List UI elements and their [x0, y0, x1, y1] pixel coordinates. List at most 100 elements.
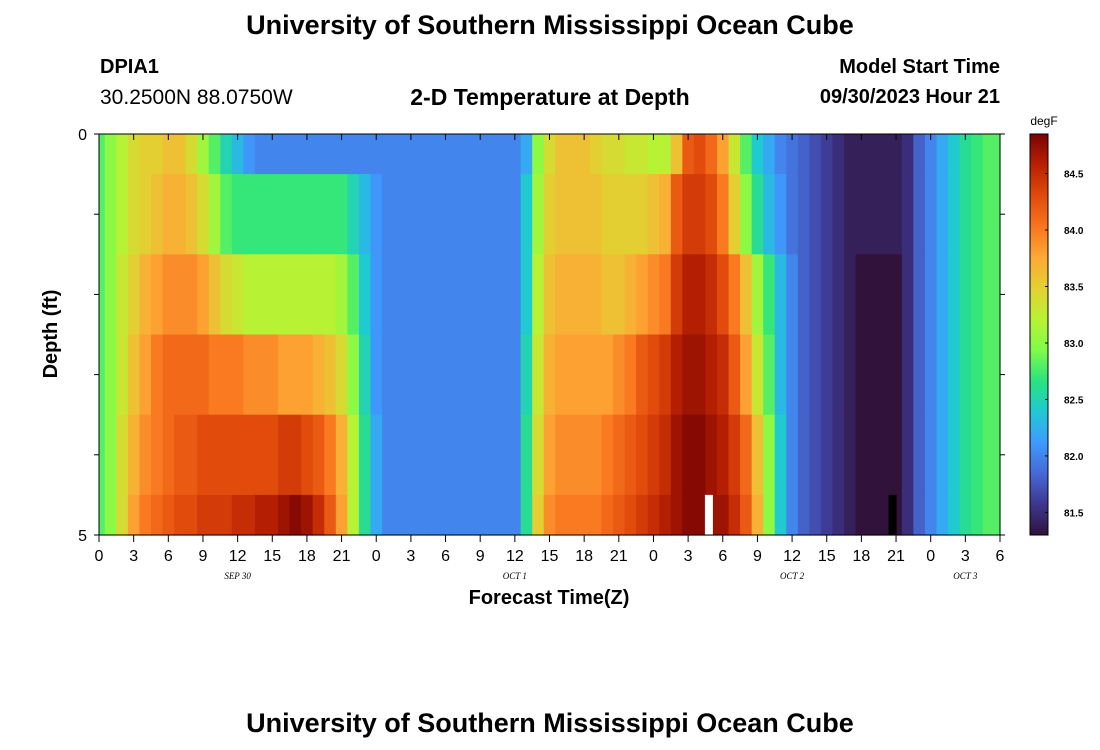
- heatmap-cell: [532, 494, 545, 536]
- heatmap-cell: [786, 134, 799, 175]
- heatmap-cell: [532, 134, 545, 175]
- heatmap-cell: [358, 334, 372, 416]
- heatmap-cell: [867, 174, 880, 255]
- temperature-heatmap-chart: 0 3 6 9 12 15 18 21 0 3 6 9 12 15 18 21 0 3 6 9 12 15 18 21 0 3 6 …: [40, 114, 1084, 609]
- heatmap-cell: [659, 254, 672, 336]
- heatmap-cell: [670, 254, 683, 336]
- heatmap-cell: [740, 494, 753, 536]
- heatmap-cell: [948, 334, 961, 416]
- heatmap-cell: [278, 334, 291, 416]
- heatmap-cell: [797, 494, 810, 536]
- heatmap-cell: [636, 334, 649, 416]
- heatmap-cell: [566, 174, 579, 255]
- heatmap-cell: [820, 254, 834, 336]
- heatmap-cell: [301, 174, 314, 255]
- heatmap-cell: [693, 494, 707, 536]
- heatmap-cell: [99, 134, 106, 175]
- heatmap-cell: [474, 174, 487, 255]
- model-start-label: Model Start Time: [839, 56, 1000, 78]
- heatmap-cell: [994, 334, 1001, 416]
- heatmap-cell: [994, 254, 1001, 336]
- heatmap-cell: [844, 414, 857, 496]
- heatmap-cell: [439, 174, 452, 255]
- heatmap-cell: [716, 134, 730, 175]
- heatmap-cell: [832, 494, 845, 536]
- heatmap-cell: [347, 134, 360, 175]
- heatmap-cell: [474, 134, 487, 175]
- heatmap-cell: [266, 134, 279, 175]
- heatmap-cell: [104, 334, 117, 416]
- heatmap-cell: [382, 414, 395, 496]
- heatmap-cell: [254, 334, 268, 416]
- heatmap-cell: [451, 134, 464, 175]
- heatmap-cell: [855, 134, 868, 175]
- heatmap-cell: [393, 494, 406, 536]
- heatmap-cell: [774, 254, 787, 336]
- page-title: University of Southern Mississippi Ocean…: [246, 10, 854, 40]
- heatmap-cell: [613, 334, 626, 416]
- heatmap-cell: [99, 254, 106, 336]
- heatmap-cell: [370, 494, 383, 536]
- heatmap-cell: [312, 254, 325, 336]
- heatmap-cell: [231, 334, 244, 416]
- heatmap-cell: [208, 174, 221, 255]
- heatmap-cell: [335, 494, 348, 536]
- heatmap-cell: [601, 494, 614, 536]
- x-tick-label: 21: [333, 548, 351, 565]
- heatmap-cell: [439, 134, 452, 175]
- heatmap-cell: [150, 174, 164, 255]
- x-axis-ticks: 0 3 6 9 12 15 18 21 0 3 6 9 12 15 18 21 0 3 6 9 12 15 18 21 0 3 6: [95, 134, 1005, 565]
- x-tick-label: 15: [818, 548, 836, 565]
- heatmap-cell: [797, 174, 810, 255]
- heatmap-cell: [416, 334, 429, 416]
- heatmap-cell: [543, 254, 556, 336]
- x-tick-label: 0: [95, 548, 104, 565]
- heatmap-cell: [289, 334, 302, 416]
- heatmap-cell: [428, 174, 441, 255]
- heatmap-cell: [104, 494, 117, 536]
- heatmap-cell: [474, 494, 487, 536]
- heatmap-cell: [428, 414, 441, 496]
- heatmap-cell: [878, 174, 891, 255]
- heatmap-cell: [405, 134, 418, 175]
- heatmap-cell: [439, 494, 452, 536]
- heatmap-cell: [197, 414, 210, 496]
- heatmap-cell: [959, 334, 972, 416]
- heatmap-cell: [774, 174, 787, 255]
- heatmap-cell: [520, 134, 533, 175]
- heatmap-cell: [624, 254, 637, 336]
- heatmap-cell: [266, 254, 279, 336]
- heatmap-cell: [162, 334, 175, 416]
- heatmap-cell: [162, 134, 175, 175]
- heatmap-cell: [509, 174, 522, 255]
- heatmap-cell: [127, 494, 141, 536]
- heatmap-cell: [393, 334, 406, 416]
- heatmap-cell: [509, 254, 522, 336]
- heatmap-cell: [578, 174, 591, 255]
- heatmap-cell: [289, 134, 302, 175]
- chart-title: 2-D Temperature at Depth: [410, 84, 690, 110]
- heatmap-cell: [566, 134, 579, 175]
- heatmap-cell: [613, 494, 626, 536]
- heatmap-cell: [162, 414, 175, 496]
- x-tick-label: 3: [961, 548, 970, 565]
- heatmap-cell: [370, 254, 383, 336]
- heatmap-cell: [647, 254, 660, 336]
- heatmap-cell: [774, 494, 787, 536]
- heatmap-cell: [751, 334, 764, 416]
- heatmap-cell: [520, 414, 533, 496]
- heatmap-cell: [994, 134, 1001, 175]
- heatmap-cell: [278, 254, 291, 336]
- colorbar-unit: degF: [1030, 114, 1057, 128]
- heatmap-cell: [254, 174, 268, 255]
- heatmap-cell: [266, 414, 279, 496]
- heatmap-cell: [624, 174, 637, 255]
- heatmap-cell: [116, 334, 129, 416]
- heatmap-cell: [982, 254, 995, 336]
- heatmap-cell: [555, 254, 568, 336]
- heatmap-cell: [844, 134, 857, 175]
- heatmap-cell: [324, 334, 337, 416]
- x-tick-label: 18: [575, 548, 593, 565]
- heatmap-cell: [243, 254, 256, 336]
- heatmap-cell: [485, 134, 499, 175]
